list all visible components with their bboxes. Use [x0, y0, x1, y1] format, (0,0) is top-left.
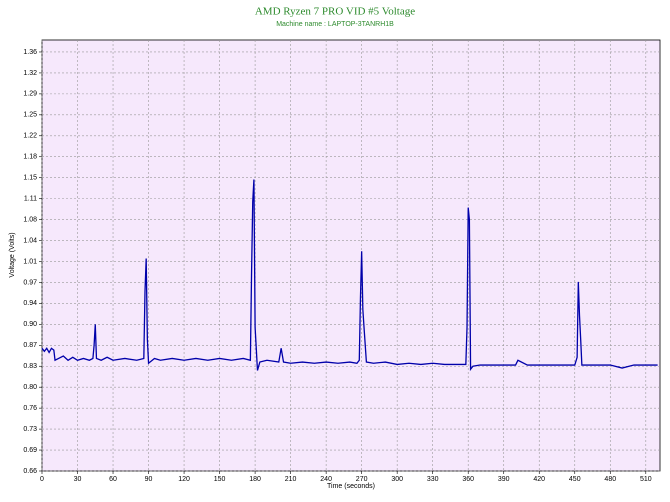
plot-area — [41, 39, 661, 472]
y-axis-label: Voltage (Volts) — [9, 232, 16, 277]
x-tick-label: 420 — [533, 476, 545, 483]
x-tick-label: 390 — [498, 476, 510, 483]
chart-subtitle: Machine name : LAPTOP-3TANRH1B — [276, 21, 394, 28]
x-tick-label: 0 — [40, 476, 44, 483]
y-tick-label: 0.80 — [23, 384, 37, 391]
y-tick-label: 1.04 — [23, 237, 37, 244]
y-tick-label: 0.66 — [23, 468, 37, 475]
x-tick-label: 150 — [214, 476, 226, 483]
y-tick-label: 1.11 — [24, 195, 37, 202]
x-tick-label: 270 — [356, 476, 368, 483]
y-tick-label: 0.69 — [23, 447, 37, 454]
y-tick-label: 0.76 — [23, 405, 37, 412]
x-tick-label: 330 — [427, 476, 439, 483]
x-tick-label: 240 — [320, 476, 332, 483]
x-tick-label: 360 — [462, 476, 474, 483]
y-tick-label: 0.73 — [23, 426, 37, 433]
y-tick-label: 0.97 — [23, 279, 37, 286]
data-line — [41, 179, 658, 372]
y-tick-label: 0.90 — [23, 321, 37, 328]
x-axis-label: Time (seconds) — [327, 483, 375, 490]
y-tick-label: 1.25 — [23, 112, 37, 119]
x-tick-label: 30 — [74, 476, 82, 483]
y-tick-label: 1.15 — [23, 175, 37, 182]
x-tick-label: 120 — [178, 476, 190, 483]
x-tick-label: 60 — [109, 476, 117, 483]
x-tick-label: 180 — [249, 476, 261, 483]
y-tick-label: 1.08 — [23, 216, 37, 223]
chart-title: AMD Ryzen 7 PRO VID #5 Voltage — [255, 6, 415, 18]
x-tick-label: 480 — [604, 476, 616, 483]
x-tick-label: 450 — [569, 476, 581, 483]
y-tick-label: 1.29 — [23, 91, 37, 98]
x-tick-label: 300 — [391, 476, 403, 483]
x-tick-label: 90 — [145, 476, 153, 483]
y-tick-label: 0.87 — [23, 342, 37, 349]
y-tick-label: 1.22 — [23, 133, 37, 140]
y-tick-label: 1.32 — [23, 70, 37, 77]
y-tick-label: 1.01 — [23, 258, 37, 265]
y-tick-label: 0.83 — [23, 363, 37, 370]
x-tick-label: 510 — [640, 476, 652, 483]
y-tick-label: 1.36 — [23, 49, 37, 56]
y-tick-label: 1.18 — [23, 154, 37, 161]
x-tick-label: 210 — [285, 476, 297, 483]
y-tick-label: 0.94 — [23, 300, 37, 307]
